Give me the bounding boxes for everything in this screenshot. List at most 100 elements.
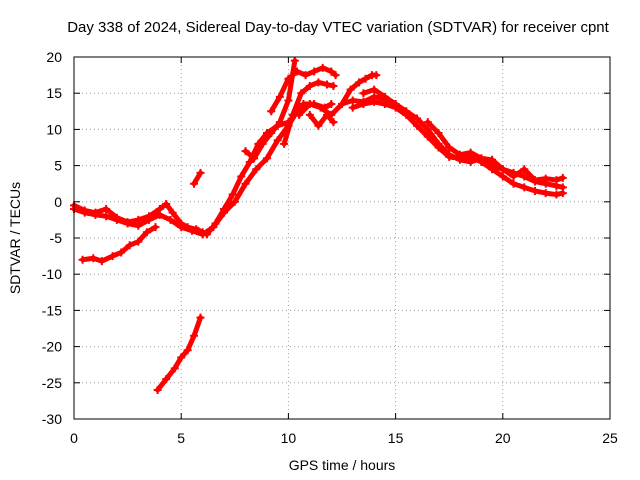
series-arc-12 (305, 110, 338, 130)
data-point (262, 154, 271, 163)
data-point (134, 237, 143, 246)
data-point (305, 81, 314, 90)
x-tick-label: 25 (602, 430, 618, 446)
series-trace (191, 170, 203, 187)
data-point (541, 174, 550, 183)
data-point (209, 223, 218, 232)
data-point (402, 110, 411, 119)
data-point (370, 85, 379, 94)
data-point (162, 199, 171, 208)
data-point (196, 313, 205, 322)
data-point (166, 215, 175, 224)
data-point (190, 179, 199, 188)
data-point (177, 223, 186, 232)
data-point (151, 223, 160, 232)
data-point (290, 56, 299, 65)
data-point (445, 143, 454, 152)
series-trace (307, 112, 336, 129)
data-point (295, 110, 304, 119)
data-point (509, 172, 518, 181)
series-trace (296, 94, 399, 118)
series-arc-10 (280, 78, 338, 148)
data-point (142, 228, 151, 237)
data-point (245, 157, 254, 166)
data-point (359, 100, 368, 109)
y-tick-label: 5 (54, 158, 62, 174)
data-point (305, 110, 314, 119)
y-axis-label: SDTVAR / TECUs (7, 182, 23, 294)
y-tick-label: 10 (46, 121, 62, 137)
data-point (284, 74, 293, 83)
x-tick-label: 10 (281, 430, 297, 446)
data-point (558, 173, 567, 182)
data-point (541, 189, 550, 198)
data-point (509, 179, 518, 188)
series-arc-16 (423, 118, 567, 185)
y-tick-label: -15 (42, 302, 62, 318)
data-point (488, 155, 497, 164)
data-point (318, 63, 327, 72)
data-point (434, 129, 443, 138)
data-point (183, 346, 192, 355)
data-point (305, 100, 314, 109)
data-point (314, 78, 323, 87)
y-tick-label: -30 (42, 411, 62, 427)
data-point (346, 85, 355, 94)
data-point (153, 386, 162, 395)
data-point (241, 147, 250, 156)
data-point (361, 74, 370, 83)
data-point (520, 172, 529, 181)
data-point (348, 96, 357, 105)
data-point (258, 139, 267, 148)
y-tick-label: -25 (42, 375, 62, 391)
data-point (112, 215, 121, 224)
data-point (338, 100, 346, 109)
data-point (488, 165, 497, 174)
data-point (466, 148, 475, 157)
data-point (370, 97, 379, 106)
data-point (80, 208, 89, 217)
data-point (250, 154, 259, 163)
x-tick-label: 20 (495, 430, 511, 446)
data-point (273, 136, 282, 145)
data-point (78, 255, 87, 264)
data-point (275, 92, 284, 101)
y-tick-label: 0 (54, 194, 62, 210)
data-point (190, 331, 199, 340)
data-point (530, 186, 539, 195)
data-point (552, 176, 561, 185)
data-point (102, 205, 111, 214)
series-arc-3 (78, 223, 160, 266)
data-point (177, 353, 186, 362)
data-point (520, 183, 529, 192)
data-point (322, 110, 331, 119)
data-point (301, 71, 310, 80)
data-point (168, 208, 177, 217)
data-point (220, 208, 229, 217)
data-point (391, 103, 400, 112)
data-point (310, 67, 319, 76)
data-point (530, 176, 539, 185)
data-point (445, 152, 454, 161)
data-point (241, 179, 250, 188)
data-point (196, 168, 205, 177)
data-point (498, 172, 507, 181)
data-point (117, 248, 126, 257)
data-point (558, 189, 567, 198)
data-point (413, 114, 422, 123)
data-point (329, 81, 338, 90)
data-point (314, 121, 323, 130)
data-point (145, 215, 154, 224)
data-point (162, 375, 171, 384)
data-point (331, 71, 340, 80)
series-arc-7 (190, 168, 205, 188)
data-point (155, 210, 164, 219)
series-arc-8 (241, 56, 299, 163)
data-point (316, 103, 325, 112)
data-point (413, 121, 422, 130)
data-point (230, 197, 239, 206)
data-point (228, 190, 237, 199)
data-point (380, 100, 389, 109)
